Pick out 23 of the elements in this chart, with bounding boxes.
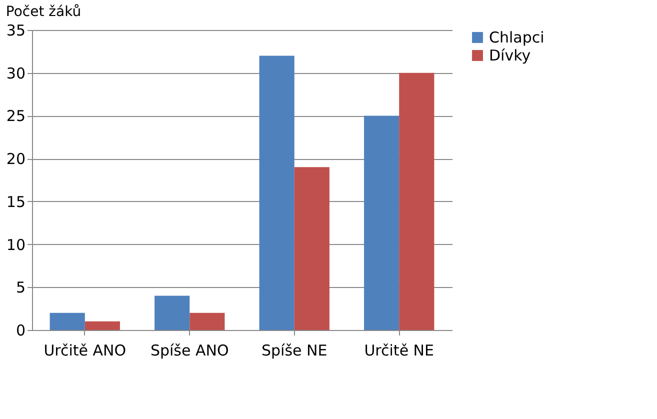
bar bbox=[190, 312, 225, 330]
chart-title: Počet žáků bbox=[6, 4, 82, 20]
y-tick-label: 30 bbox=[6, 64, 26, 82]
y-tick-label: 35 bbox=[6, 22, 26, 40]
x-tick-label: Určitě ANO bbox=[44, 342, 126, 360]
x-tick-label: Spíše NE bbox=[262, 342, 328, 360]
legend-label: Dívky bbox=[489, 46, 531, 64]
bar bbox=[154, 296, 190, 330]
y-tick-label: 10 bbox=[6, 236, 26, 254]
bar bbox=[84, 321, 120, 330]
bar bbox=[259, 56, 294, 330]
bar bbox=[294, 167, 330, 330]
x-tick-label: Spíše ANO bbox=[150, 342, 229, 360]
legend-label: Chlapci bbox=[489, 28, 544, 46]
y-tick-label: 5 bbox=[16, 278, 26, 297]
bar bbox=[364, 116, 400, 330]
bar bbox=[50, 312, 85, 330]
bar bbox=[399, 72, 434, 330]
y-tick-label: 20 bbox=[6, 150, 26, 168]
y-tick-label: 0 bbox=[16, 322, 26, 340]
y-tick-label: 15 bbox=[6, 192, 26, 211]
y-tick-label: 25 bbox=[6, 107, 26, 126]
x-tick-label: Určitě NE bbox=[364, 342, 434, 360]
